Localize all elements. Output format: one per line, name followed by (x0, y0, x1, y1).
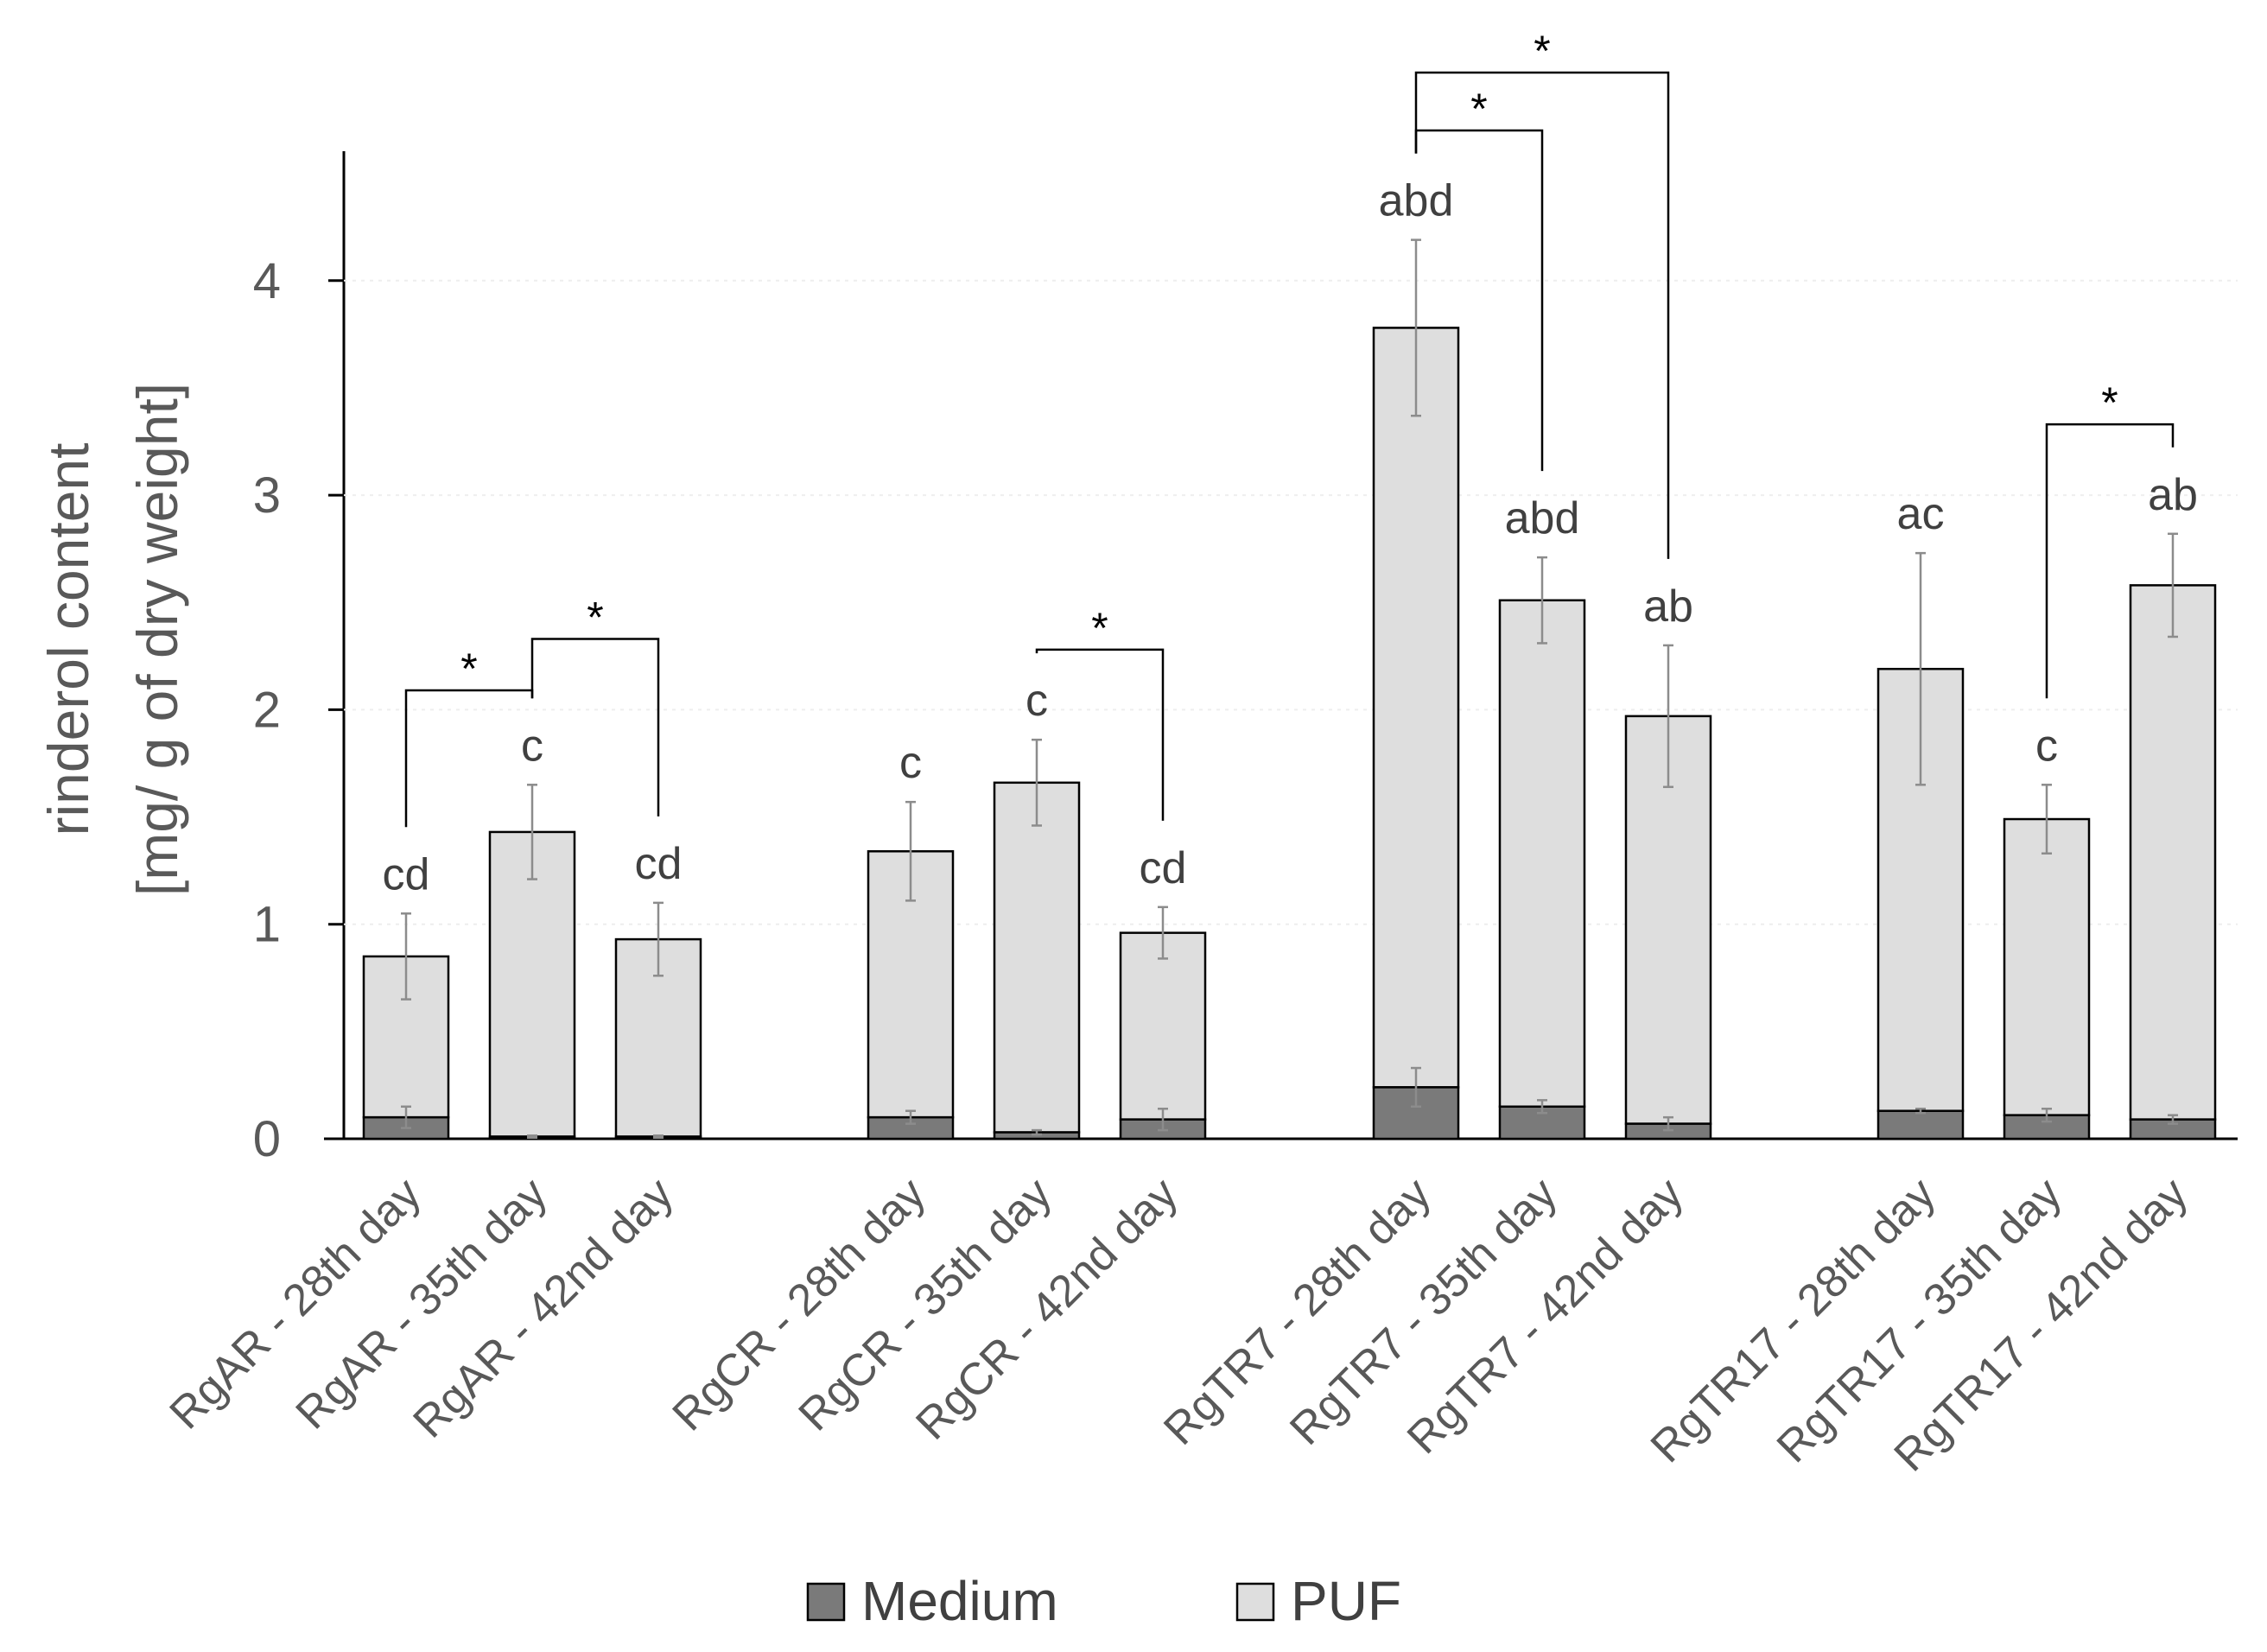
y-tick-label: 0 (253, 1111, 281, 1167)
significance-letter: cd (635, 839, 683, 889)
bars-layer (362, 238, 2217, 1141)
significance-letter: ab (2148, 470, 2198, 520)
significance-letter: c (521, 721, 543, 771)
significance-letter: abd (1379, 176, 1454, 226)
significance-star: * (587, 593, 603, 641)
comparison-bracket (1414, 71, 1670, 559)
bar-puf (1119, 931, 1207, 1121)
legend-item-puf-label: PUF (1291, 1570, 1401, 1632)
significance-letter: c (899, 738, 922, 788)
y-tick-label: 3 (253, 467, 281, 524)
y-axis-title-line-1: rinderol content (36, 443, 100, 836)
significance-star: * (1534, 27, 1550, 75)
legend-item-puf-swatch (1235, 1582, 1275, 1622)
y-tick-label: 4 (253, 253, 281, 309)
significance-letter: ab (1643, 581, 1693, 632)
bar-puf (2129, 584, 2217, 1121)
bar-puf (1372, 327, 1460, 1089)
y-tick-label: 2 (253, 682, 281, 738)
comparison-bracket (404, 689, 534, 828)
significance-star: * (1470, 85, 1487, 133)
comparison-bracket (2045, 423, 2175, 699)
significance-letter: cd (383, 849, 430, 899)
legend-item-medium-swatch (806, 1582, 846, 1622)
y-tick-label: 1 (253, 897, 281, 953)
bar-medium (1876, 1109, 1965, 1141)
significance-star: * (1091, 604, 1108, 652)
legend: Medium PUF (806, 1570, 1401, 1632)
significance-star: * (460, 645, 477, 693)
annotations-layer: cd c cd c c cd abd abd ab ac c ab * * * * * * (383, 27, 2198, 899)
significance-star: * (2101, 378, 2118, 427)
significance-letter: cd (1140, 843, 1187, 893)
y-axis-title-line-2: [mg/ g of dry weight] (125, 383, 189, 896)
significance-letter: c (1026, 676, 1048, 726)
bar-puf (2003, 817, 2091, 1116)
bar-medium (1498, 1105, 1586, 1141)
bar-puf (488, 830, 576, 1138)
significance-letter: abd (1505, 493, 1580, 543)
significance-letter: ac (1897, 489, 1945, 539)
bar-puf (993, 781, 1081, 1134)
bar-puf (1498, 599, 1586, 1109)
significance-letter: c (2035, 721, 2058, 771)
comparison-bracket (530, 638, 660, 816)
legend-item-medium-label: Medium (861, 1570, 1058, 1632)
labels-layer: 0 1 2 3 4 rinderol content [mg/ g of dry weigh… (36, 253, 2197, 1482)
comparison-bracket (1035, 648, 1165, 821)
